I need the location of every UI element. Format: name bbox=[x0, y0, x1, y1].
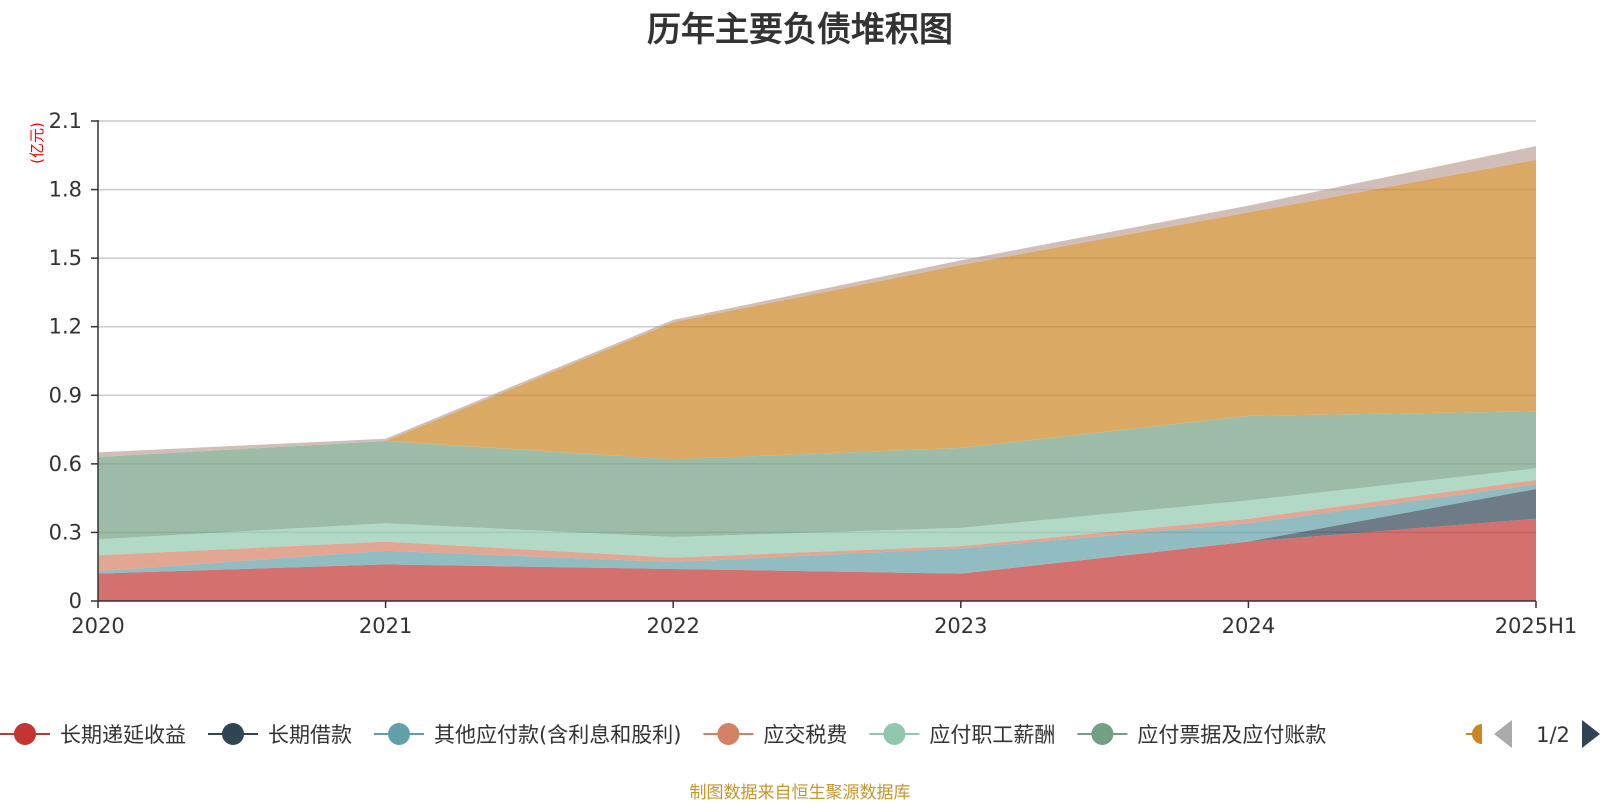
legend-item-3[interactable]: 其他应付款(含利息和股利) bbox=[374, 723, 681, 747]
x-tick-label: 2024 bbox=[1222, 614, 1275, 638]
y-axis-unit-label: (亿元) bbox=[28, 122, 46, 164]
legend-marker bbox=[222, 723, 244, 745]
legend-marker bbox=[1472, 724, 1482, 744]
data-source-note: 制图数据来自恒生聚源数据库 bbox=[689, 783, 911, 803]
legend-item-6[interactable]: 应付票据及应付账款 bbox=[1077, 723, 1326, 747]
legend-item-4[interactable]: 应交税费 bbox=[703, 723, 847, 747]
legend-marker bbox=[388, 723, 410, 745]
y-tick-label: 0.9 bbox=[49, 383, 82, 407]
x-tick-label: 2023 bbox=[934, 614, 987, 638]
legend-item-2[interactable]: 长期借款 bbox=[208, 723, 352, 747]
legend-item-1[interactable]: 长期递延收益 bbox=[0, 723, 186, 747]
y-tick-label: 1.2 bbox=[49, 315, 82, 339]
x-tick-label: 2022 bbox=[646, 614, 699, 638]
y-tick-label: 0.6 bbox=[49, 452, 82, 476]
area-series-7 bbox=[98, 159, 1536, 460]
legend: 长期递延收益 长期借款 其他应付款(含利息和股利) 应交税费 应付职工薪酬 应付票据及应付… bbox=[0, 720, 1600, 748]
y-tick-label: 0 bbox=[69, 589, 82, 613]
area-series-5 bbox=[98, 468, 1536, 558]
legend-label: 应交税费 bbox=[763, 723, 847, 747]
legend-marker bbox=[883, 723, 906, 745]
area-series-8 bbox=[98, 146, 1536, 457]
plot-area bbox=[98, 146, 1536, 601]
chart-title: 历年主要负债堆积图 bbox=[647, 10, 953, 50]
legend-label: 应付职工薪酬 bbox=[929, 723, 1055, 747]
y-tick-label: 2.1 bbox=[49, 109, 82, 133]
legend-item-5[interactable]: 应付职工薪酬 bbox=[869, 723, 1055, 747]
area-series-3 bbox=[98, 484, 1536, 574]
legend-item-partial[interactable] bbox=[1466, 724, 1482, 744]
y-tick-label: 1.8 bbox=[49, 178, 82, 202]
x-tick-label: 2020 bbox=[71, 614, 124, 638]
legend-label: 长期递延收益 bbox=[60, 723, 186, 747]
legend-marker bbox=[1091, 723, 1114, 745]
axes: 0 0.3 0.6 0.9 1.2 1.5 1.8 2.1 2020 2021 2022 2023 20… bbox=[49, 109, 1578, 638]
area-series-4 bbox=[98, 479, 1536, 572]
y-tick-label: 1.5 bbox=[49, 246, 82, 270]
area-series-6 bbox=[98, 411, 1536, 540]
legend-label: 应付票据及应付账款 bbox=[1137, 723, 1326, 747]
x-tick-label: 2021 bbox=[359, 614, 412, 638]
y-tick-label: 0.3 bbox=[49, 520, 82, 544]
legend-marker bbox=[717, 723, 740, 745]
x-tick-label: 2025H1 bbox=[1495, 614, 1578, 638]
area-series-1 bbox=[98, 518, 1536, 601]
legend-prev-page-icon[interactable] bbox=[1494, 720, 1512, 748]
legend-page-indicator: 1/2 bbox=[1536, 723, 1570, 747]
legend-next-page-icon[interactable] bbox=[1582, 720, 1600, 748]
legend-label: 其他应付款(含利息和股利) bbox=[434, 723, 681, 747]
legend-marker bbox=[14, 723, 36, 745]
legend-label: 长期借款 bbox=[268, 723, 352, 747]
